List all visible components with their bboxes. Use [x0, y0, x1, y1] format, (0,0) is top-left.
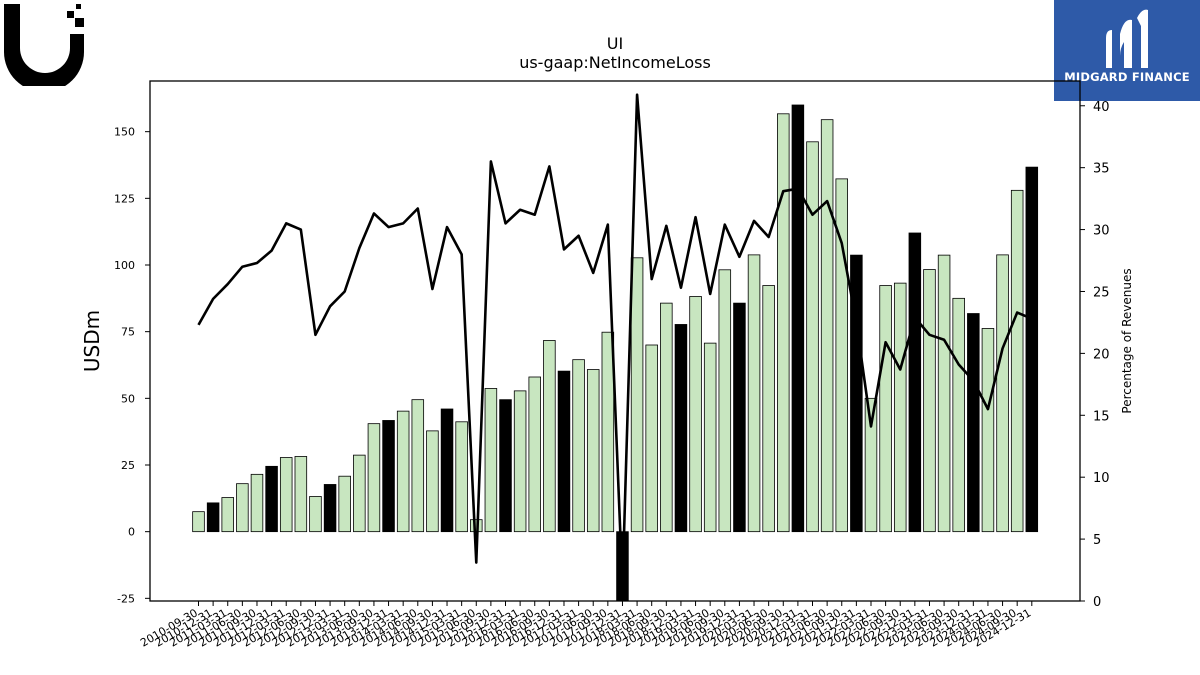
bar [981, 328, 995, 533]
bar [192, 511, 205, 533]
y-tick-label: 25 [121, 459, 135, 472]
chart-title-metric: us-gaap:NetIncomeLoss [519, 53, 711, 72]
bar [221, 497, 234, 533]
bar [791, 104, 805, 533]
y2-tick-label: 20 [1093, 347, 1110, 362]
bar [572, 359, 585, 533]
bar [484, 388, 498, 533]
bar [996, 254, 1009, 533]
midgard-finance-logo-icon [1106, 9, 1148, 68]
bar [528, 376, 542, 533]
bar [309, 496, 322, 533]
bar [733, 302, 746, 533]
bar [1025, 166, 1039, 533]
bar [820, 119, 834, 533]
bar [1010, 189, 1024, 533]
bar [689, 296, 702, 533]
bar [645, 344, 658, 533]
bar [236, 483, 249, 533]
bar [806, 141, 819, 533]
bar [630, 257, 644, 533]
y-axis-label: USDm [80, 310, 104, 372]
y2-tick-label: 40 [1093, 100, 1110, 115]
bar [703, 342, 717, 533]
bar [923, 269, 936, 533]
bar [499, 399, 512, 533]
y2-tick-label: 0 [1093, 595, 1101, 610]
bar [937, 254, 951, 533]
bar [513, 390, 527, 533]
bar [426, 430, 439, 533]
bar [338, 475, 351, 533]
bar [864, 397, 878, 533]
publisher-name: MIDGARD FINANCE [1064, 70, 1190, 84]
bar [660, 302, 673, 533]
bar [265, 465, 278, 533]
plot-frame [149, 80, 1081, 602]
bar [777, 113, 790, 533]
y2-tick-label: 30 [1093, 224, 1110, 239]
bar [557, 370, 571, 533]
bar [718, 269, 732, 533]
bar [601, 331, 615, 533]
y2-tick-label: 5 [1093, 533, 1101, 548]
y2-tick-label: 10 [1093, 471, 1110, 486]
bar [908, 232, 922, 533]
bar [586, 369, 600, 533]
y2-tick-label: 25 [1093, 285, 1110, 300]
percentage-line [197, 93, 1033, 588]
bar [250, 473, 264, 533]
bar [411, 399, 425, 533]
y-tick-label: 0 [128, 526, 135, 539]
publisher-logo: MIDGARD FINANCE [1054, 0, 1200, 101]
bar [279, 457, 293, 533]
bar [294, 456, 308, 533]
y-tick-label: 75 [121, 326, 135, 339]
y2-tick-label: 15 [1093, 409, 1110, 424]
bar [850, 254, 863, 533]
bar [206, 502, 220, 533]
bar [382, 420, 395, 533]
chart-title-ticker: UI [607, 34, 623, 53]
y-tick-label: 100 [114, 259, 135, 272]
bar [674, 324, 688, 533]
y2-axis-label: Percentage of Revenues [1120, 268, 1134, 413]
y-tick-label: -25 [117, 592, 135, 605]
bar [835, 178, 849, 533]
y-tick-label: 125 [114, 192, 135, 205]
bar [879, 285, 892, 533]
ubiquiti-u-logo-icon [4, 4, 84, 92]
company-logo [4, 4, 86, 92]
bar [762, 285, 775, 533]
y2-tick-label: 35 [1093, 162, 1110, 177]
y-tick-label: 150 [114, 126, 135, 139]
bar [396, 410, 410, 533]
bar [893, 282, 907, 533]
bar [353, 454, 366, 533]
bar [543, 340, 556, 533]
bar [967, 313, 980, 533]
bar [747, 254, 761, 533]
bar [367, 423, 381, 533]
bar [440, 408, 454, 533]
bar [323, 484, 337, 533]
bar [455, 421, 468, 533]
y-tick-label: 50 [121, 392, 135, 405]
bar [952, 297, 965, 533]
